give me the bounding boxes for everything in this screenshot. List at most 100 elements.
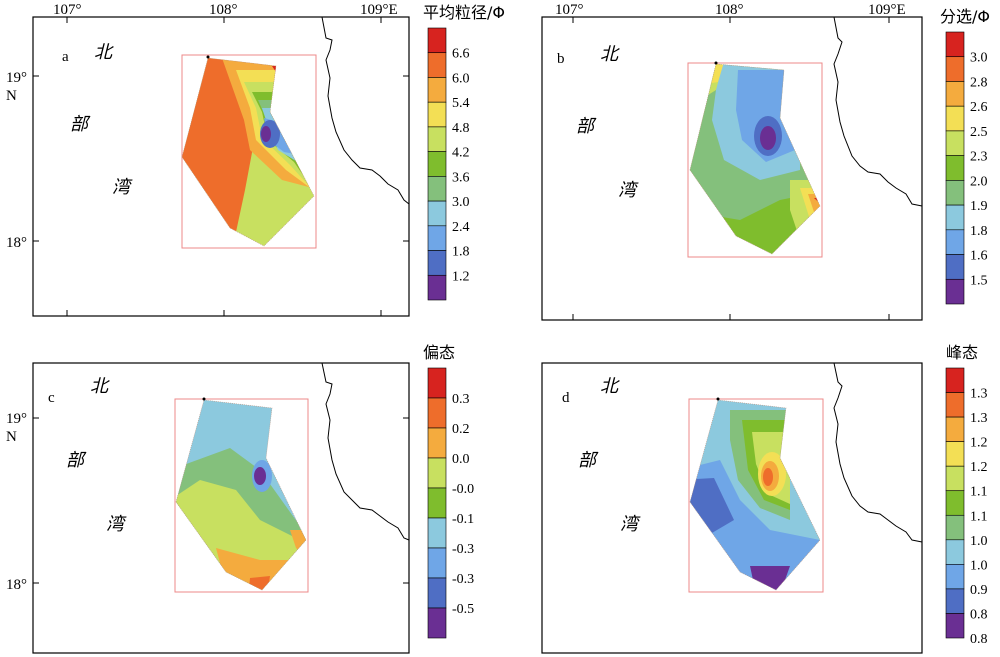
lat-tick-18: 18° — [6, 577, 27, 593]
legend-swatch — [427, 427, 447, 459]
legend-swatch — [945, 490, 965, 516]
survey-box — [688, 398, 824, 593]
place-label-wan: 湾 — [620, 514, 641, 535]
legend-swatch — [427, 151, 447, 177]
legend-tick-label: 2.4 — [452, 220, 470, 235]
place-label-bu: 部 — [576, 116, 597, 137]
coastline — [321, 362, 410, 541]
legend-tick-label: 3.0 — [970, 51, 988, 66]
legend-tick-label: 1.2 — [970, 460, 988, 475]
station-dot — [202, 397, 206, 401]
legend-swatch — [427, 457, 447, 489]
legend-swatch — [427, 250, 447, 276]
panel-letter: b — [557, 51, 565, 67]
legend-swatch — [945, 416, 965, 442]
legend-tick-label: -0.0 — [452, 482, 474, 497]
legend-tick-label: 1.0 — [970, 534, 988, 549]
lat-tick-19: 19° — [6, 411, 27, 427]
panel-d: d 北 部 湾 — [541, 362, 923, 654]
legend-tick-label: 3.0 — [452, 195, 470, 210]
survey-outline — [181, 57, 315, 247]
panel-a: 107° 108° 109°E 19° N 18° a 北 部 湾 — [6, 2, 410, 317]
legend-swatch — [945, 278, 965, 305]
legend-tick-label: -0.3 — [452, 542, 474, 557]
lat-unit-n: N — [6, 429, 17, 445]
axis-ticks — [33, 417, 409, 584]
panel-letter: a — [62, 49, 69, 65]
legend-tick-label: 1.0 — [970, 558, 988, 573]
panel-letter: d — [562, 390, 570, 406]
legend-swatch — [427, 577, 447, 609]
legend-tick-label: 1.8 — [452, 245, 470, 260]
legend-swatch — [427, 397, 447, 429]
legend-swatch — [945, 31, 965, 58]
legend-skewness: 0.3 0.2 0.0 -0.0 -0.1 -0.3 -0.3 -0.5 偏态 — [423, 343, 474, 639]
legend-swatch — [945, 539, 965, 565]
legend-tick-label: 0.9 — [970, 583, 988, 598]
legend-swatch — [427, 367, 447, 399]
legend-tick-label: 1.9 — [970, 199, 988, 214]
legend-swatch — [427, 487, 447, 519]
legend-tick-label: 0.8 — [970, 632, 988, 647]
legend-swatch — [945, 56, 965, 82]
legend-tick-label: 1.2 — [970, 436, 988, 451]
legend-tick-label: 4.8 — [452, 121, 470, 136]
place-label-bei: 北 — [90, 376, 110, 397]
coastline — [833, 362, 923, 543]
lon-tick-107: 107° — [555, 2, 584, 18]
legend-swatch — [945, 130, 965, 156]
legend-mean-grain-size: 6.6 6.0 5.4 4.8 4.2 3.6 3.0 2.4 1.8 1.2 平均粒径/Φ — [423, 3, 505, 301]
station-dot — [206, 55, 210, 59]
place-label-bu: 部 — [66, 450, 87, 471]
legend-title: 偏态 — [423, 343, 455, 362]
lat-unit-n: N — [6, 88, 17, 104]
legend-tick-label: -0.3 — [452, 572, 474, 587]
legend-title: 平均粒径/Φ — [423, 3, 505, 22]
legend-tick-label: -0.1 — [452, 512, 474, 527]
survey-outline — [689, 399, 821, 591]
place-label-bu: 部 — [70, 114, 91, 135]
legend-tick-label: 2.6 — [970, 100, 988, 115]
legend-swatch — [945, 254, 965, 280]
legend-swatch — [427, 274, 447, 301]
legend-tick-label: 1.1 — [970, 509, 988, 524]
survey-box — [181, 54, 317, 249]
place-label-wan: 湾 — [106, 514, 127, 535]
lat-tick-18: 18° — [6, 235, 27, 251]
legend-swatch — [427, 126, 447, 152]
legend-tick-label: 1.1 — [970, 485, 988, 500]
legend-swatch — [427, 517, 447, 549]
axis-ticks — [33, 17, 409, 316]
legend-swatch — [427, 225, 447, 251]
legend-swatch — [427, 101, 447, 128]
legend-swatch — [945, 613, 965, 639]
lon-tick-108: 108° — [715, 2, 744, 18]
legend-tick-label: 5.4 — [452, 96, 470, 111]
legend-tick-label: 6.0 — [452, 71, 470, 86]
legend-tick-label: 1.2 — [452, 269, 470, 284]
legend-tick-label: 2.0 — [970, 174, 988, 189]
legend-tick-label: 4.2 — [452, 146, 470, 161]
legend-swatch — [945, 155, 965, 181]
legend-swatch — [427, 77, 447, 103]
place-label-wan: 湾 — [112, 177, 133, 198]
legend-tick-label: 1.5 — [970, 273, 988, 288]
legend-swatch — [945, 81, 965, 107]
axis-ticks — [572, 17, 890, 320]
station-dot — [716, 397, 720, 401]
legend-tick-label: 3.6 — [452, 170, 470, 185]
legend-tick-label: 1.8 — [970, 224, 988, 239]
legend-swatch — [945, 392, 965, 418]
legend-tick-label: 1.6 — [970, 249, 988, 264]
legend-swatch — [427, 52, 447, 78]
legend-tick-label: 0.3 — [452, 392, 470, 407]
legend-tick-label: 1.3 — [970, 411, 988, 426]
legend-swatch — [427, 176, 447, 202]
legend-swatch — [945, 441, 965, 467]
legend-tick-label: 1.3 — [970, 387, 988, 402]
lon-tick-109: 109°E — [868, 2, 906, 18]
place-label-bu: 部 — [578, 450, 599, 471]
legend-swatch — [945, 514, 965, 541]
legend-tick-label: 2.5 — [970, 125, 988, 140]
